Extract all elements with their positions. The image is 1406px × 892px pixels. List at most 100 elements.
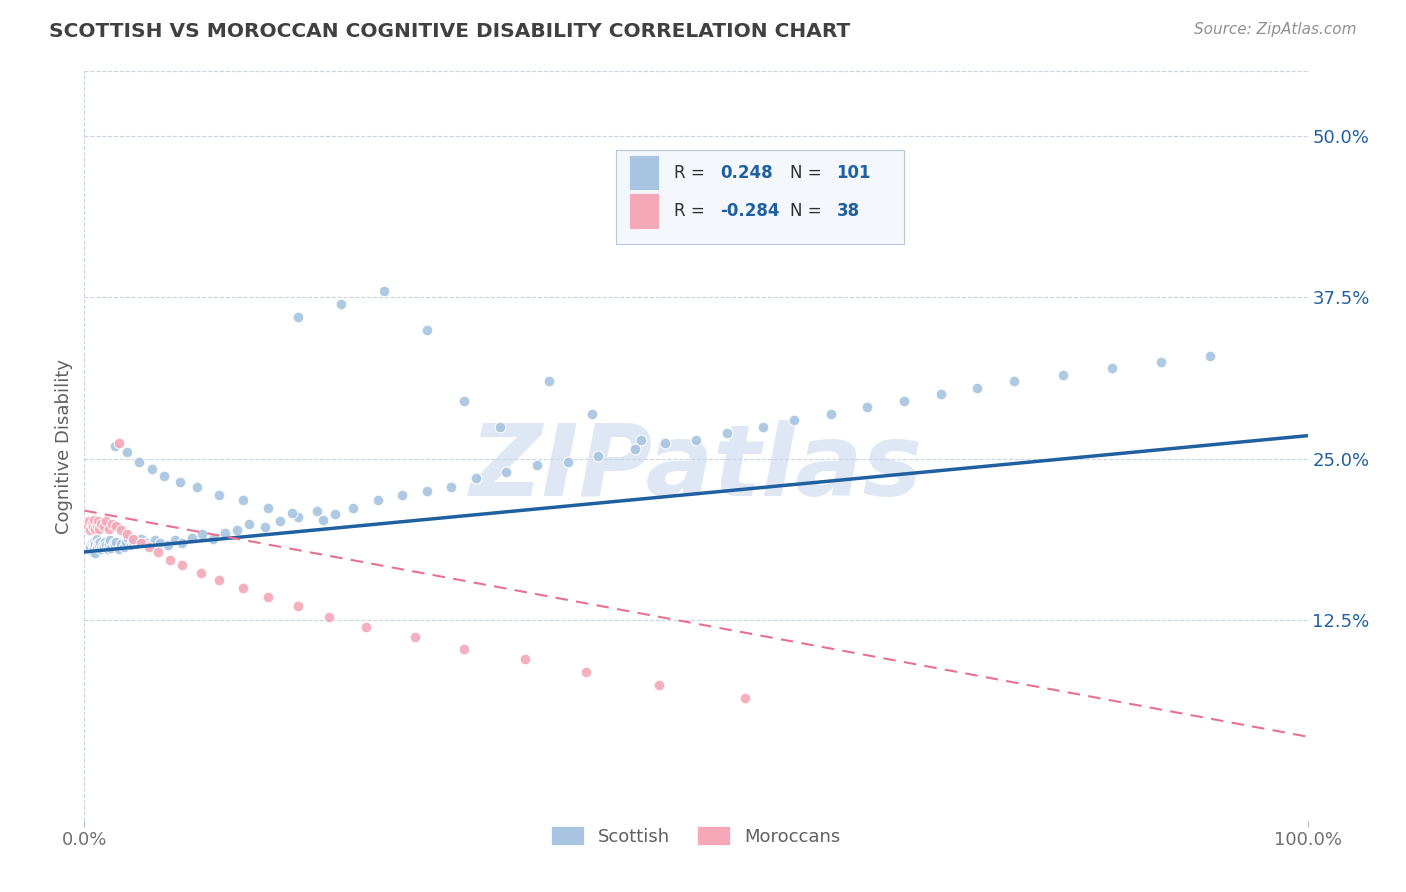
Point	[110, 523, 132, 537]
Point	[190, 566, 212, 580]
Point	[181, 531, 204, 545]
Point	[367, 493, 389, 508]
Point	[440, 480, 463, 494]
Point	[87, 536, 110, 550]
Point	[416, 323, 439, 337]
Point	[86, 540, 108, 554]
Point	[122, 534, 145, 549]
Point	[214, 525, 236, 540]
Point	[143, 533, 166, 548]
Point	[97, 537, 120, 551]
Point	[734, 690, 756, 705]
Point	[104, 539, 127, 553]
Point	[287, 310, 309, 324]
Point	[856, 401, 879, 415]
Point	[117, 531, 139, 545]
Point	[120, 539, 142, 553]
Point	[146, 545, 169, 559]
Point	[112, 540, 135, 554]
Point	[107, 436, 129, 450]
Point	[186, 480, 208, 494]
Text: R =: R =	[673, 163, 710, 181]
Point	[86, 532, 108, 546]
Point	[586, 450, 609, 464]
Point	[654, 436, 676, 450]
Point	[624, 442, 647, 456]
Point	[90, 542, 112, 557]
Point	[159, 552, 181, 566]
Point	[269, 514, 291, 528]
Legend: Scottish, Moroccans: Scottish, Moroccans	[544, 819, 848, 853]
Point	[966, 381, 988, 395]
Point	[87, 539, 110, 553]
Text: -0.284: -0.284	[720, 202, 780, 220]
Point	[101, 516, 124, 531]
Point	[80, 536, 103, 550]
Point	[752, 419, 775, 434]
Point	[90, 516, 112, 531]
Point	[557, 454, 579, 468]
Text: ZIPatlas: ZIPatlas	[470, 420, 922, 517]
Text: N =: N =	[790, 163, 827, 181]
Text: Source: ZipAtlas.com: Source: ZipAtlas.com	[1194, 22, 1357, 37]
Point	[1052, 368, 1074, 382]
Point	[125, 537, 148, 551]
Point	[1101, 361, 1123, 376]
Text: R =: R =	[673, 202, 710, 220]
Point	[257, 590, 280, 604]
Point	[191, 526, 214, 541]
Point	[115, 526, 138, 541]
Point	[128, 454, 150, 468]
FancyBboxPatch shape	[628, 194, 659, 229]
Point	[163, 533, 186, 548]
Point	[82, 539, 104, 553]
Point	[94, 534, 117, 549]
Point	[84, 546, 107, 560]
Point	[153, 468, 176, 483]
Text: 0.248: 0.248	[720, 163, 773, 181]
Point	[100, 541, 122, 555]
Point	[893, 393, 915, 408]
Text: N =: N =	[790, 202, 827, 220]
Point	[77, 514, 100, 528]
Point	[79, 540, 101, 554]
Point	[648, 678, 671, 692]
Point	[685, 433, 707, 447]
Point	[226, 523, 249, 537]
Point	[91, 537, 114, 551]
Point	[110, 537, 132, 551]
Point	[97, 542, 120, 557]
Point	[129, 536, 152, 550]
Point	[156, 539, 179, 553]
Y-axis label: Cognitive Disability: Cognitive Disability	[55, 359, 73, 533]
Point	[575, 665, 598, 679]
Point	[342, 501, 364, 516]
Point	[238, 516, 260, 531]
Point	[82, 520, 104, 534]
Point	[820, 407, 842, 421]
Point	[929, 387, 952, 401]
Point	[354, 620, 377, 634]
Point	[391, 488, 413, 502]
Point	[104, 439, 127, 453]
Point	[96, 539, 118, 553]
Point	[453, 641, 475, 656]
Point	[172, 536, 194, 550]
Point	[84, 537, 107, 551]
Point	[87, 514, 110, 528]
Point	[1150, 355, 1173, 369]
Point	[77, 542, 100, 557]
Point	[103, 536, 125, 550]
Point	[254, 520, 277, 534]
Point	[93, 540, 115, 554]
FancyBboxPatch shape	[616, 150, 904, 244]
Point	[318, 609, 340, 624]
Point	[232, 493, 254, 508]
Point	[122, 532, 145, 546]
Point	[82, 543, 104, 558]
Point	[83, 541, 105, 555]
Point	[287, 599, 309, 614]
Point	[312, 513, 335, 527]
Point	[323, 508, 346, 522]
Point	[464, 471, 486, 485]
